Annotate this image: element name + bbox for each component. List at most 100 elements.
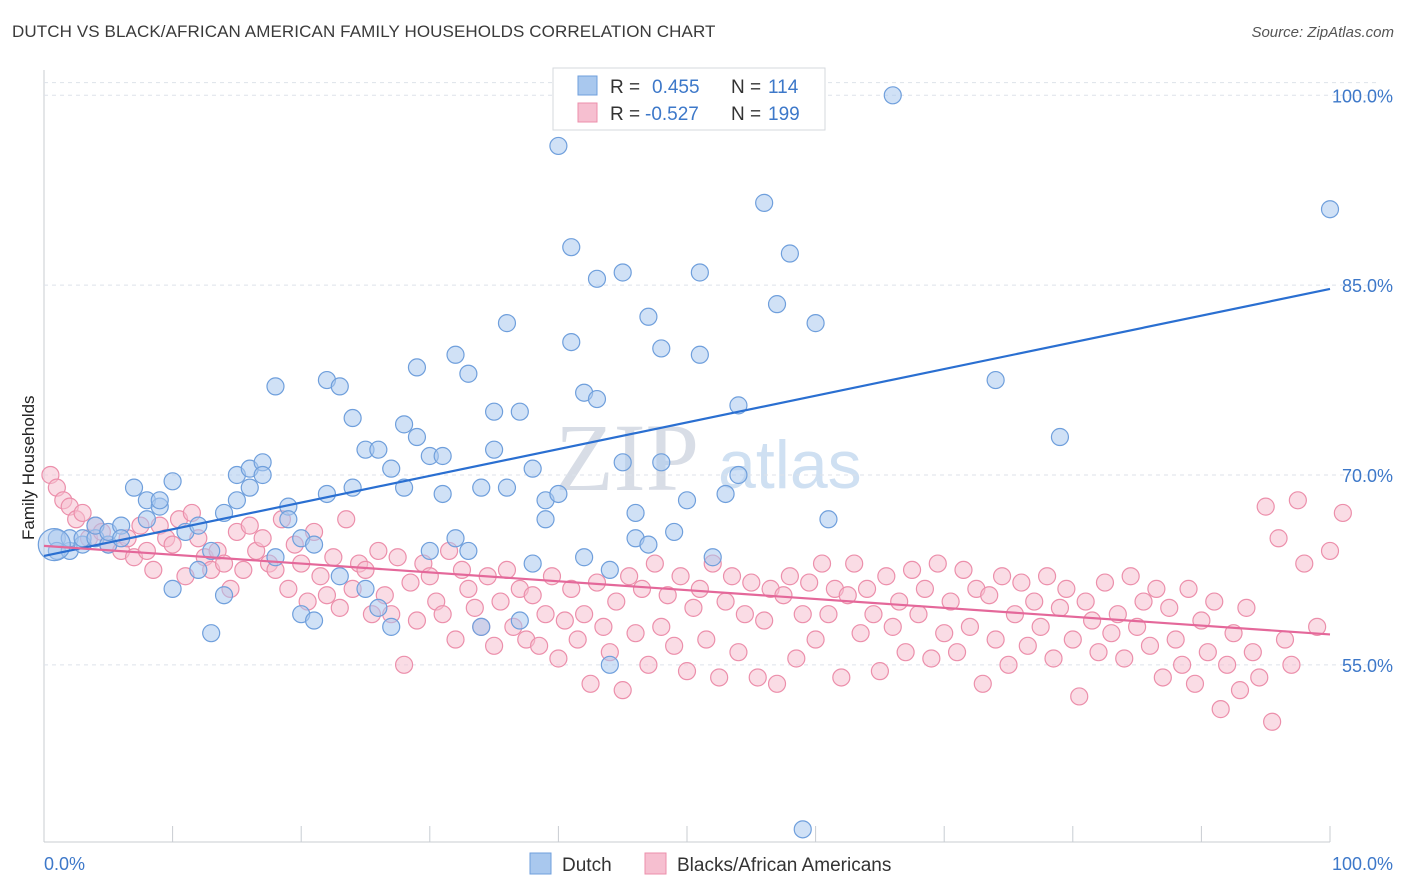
black-point <box>1160 598 1179 617</box>
dutch-series-points <box>37 86 1340 839</box>
black-point <box>1185 674 1205 693</box>
dutch-point <box>356 579 375 598</box>
black-point <box>330 598 349 617</box>
black-point <box>877 567 896 586</box>
black-point <box>896 643 915 662</box>
dutch-point <box>433 484 452 504</box>
black-point <box>1044 649 1063 668</box>
black-point <box>1089 643 1108 662</box>
black-point <box>73 503 92 523</box>
black-point <box>851 624 870 643</box>
legend-n-value-dutch: 114 <box>768 77 799 98</box>
dutch-point <box>266 377 285 396</box>
black-point <box>369 541 388 561</box>
black-point <box>317 586 337 605</box>
black-point <box>1018 636 1037 655</box>
black-point <box>1205 592 1224 611</box>
black-point <box>812 554 832 573</box>
black-point <box>697 630 716 649</box>
black-point <box>973 674 992 693</box>
black-point <box>755 611 774 630</box>
dutch-point <box>690 345 709 364</box>
black-point <box>890 592 909 611</box>
dutch-point <box>677 491 697 510</box>
dutch-point <box>330 567 349 586</box>
black-point <box>1140 636 1160 655</box>
dutch-point <box>446 345 465 364</box>
black-series-points <box>41 465 1352 731</box>
dutch-point <box>523 554 542 573</box>
dutch-point <box>793 820 812 839</box>
black-point <box>690 579 709 598</box>
black-point <box>420 567 439 586</box>
dutch-point <box>562 332 581 352</box>
black-point <box>1153 668 1172 687</box>
y-axis-title: Family Households <box>19 395 38 540</box>
black-point <box>1082 611 1102 630</box>
black-point <box>279 579 298 598</box>
dutch-point <box>317 484 337 504</box>
dutch-point <box>407 358 427 377</box>
dutch-point <box>240 478 259 497</box>
dutch-point <box>510 611 529 630</box>
black-point <box>883 617 902 636</box>
y-tick-label: 85.0% <box>1342 276 1393 296</box>
black-point <box>819 605 838 624</box>
dutch-point <box>613 453 632 472</box>
black-point <box>1256 497 1275 516</box>
black-point <box>1282 655 1301 674</box>
black-point <box>491 592 510 611</box>
black-point <box>407 611 427 630</box>
black-point <box>665 636 684 655</box>
chart-title: DUTCH VS BLACK/AFRICAN AMERICAN FAMILY H… <box>12 22 716 41</box>
black-point <box>1237 598 1256 617</box>
dutch-point <box>497 314 517 333</box>
black-point <box>568 630 587 649</box>
black-point <box>1211 700 1230 719</box>
black-point <box>800 573 819 592</box>
dutch-point <box>729 465 748 485</box>
dutch-point <box>690 263 709 282</box>
black-point <box>947 643 967 662</box>
black-point <box>722 567 742 586</box>
dutch-point <box>986 370 1005 390</box>
dutch-point <box>510 402 529 421</box>
dutch-point-cluster <box>37 527 71 562</box>
dutch-point <box>343 408 362 428</box>
black-point <box>632 579 652 598</box>
dutch-point <box>485 402 504 421</box>
black-point <box>337 510 356 529</box>
dutch-point <box>472 478 491 497</box>
black-point <box>1012 573 1031 592</box>
dutch-point <box>382 459 401 478</box>
black-point <box>902 560 922 580</box>
dutch-point <box>369 440 388 459</box>
black-point <box>1179 579 1198 598</box>
black-point <box>639 655 658 674</box>
black-point <box>774 586 793 605</box>
black-point <box>935 624 954 643</box>
dutch-point <box>600 655 619 674</box>
dutch-point <box>330 377 349 396</box>
dutch-point <box>587 269 607 288</box>
black-point <box>401 573 420 592</box>
black-point <box>922 649 941 668</box>
black-point <box>1173 655 1192 674</box>
dutch-point <box>562 238 581 257</box>
dutch-point <box>819 510 838 529</box>
black-point <box>388 548 407 567</box>
black-point <box>999 655 1018 674</box>
legend-r-value-dutch: 0.455 <box>652 77 700 98</box>
dutch-point <box>279 510 298 529</box>
black-point <box>1127 617 1147 636</box>
black-point <box>253 529 272 548</box>
black-point <box>1070 687 1089 706</box>
black-point <box>992 567 1012 586</box>
stats-legend: R = 0.455 N = 114 R = -0.527 N = 199 <box>552 67 826 131</box>
black-point <box>1218 655 1237 674</box>
black-point <box>465 598 484 617</box>
dutch-point <box>202 541 221 561</box>
black-point <box>1095 573 1115 592</box>
black-point <box>555 611 574 630</box>
